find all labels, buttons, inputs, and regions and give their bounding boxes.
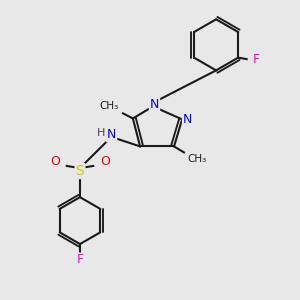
Text: S: S: [76, 164, 84, 178]
Text: N: N: [107, 128, 116, 142]
Text: N: N: [150, 98, 159, 110]
Text: F: F: [253, 52, 260, 66]
Text: CH₃: CH₃: [187, 154, 206, 164]
Text: N: N: [183, 113, 192, 126]
Text: O: O: [100, 155, 110, 168]
Text: H: H: [97, 128, 106, 139]
Text: O: O: [50, 155, 60, 168]
Text: F: F: [76, 254, 84, 266]
Text: CH₃: CH₃: [99, 101, 119, 111]
